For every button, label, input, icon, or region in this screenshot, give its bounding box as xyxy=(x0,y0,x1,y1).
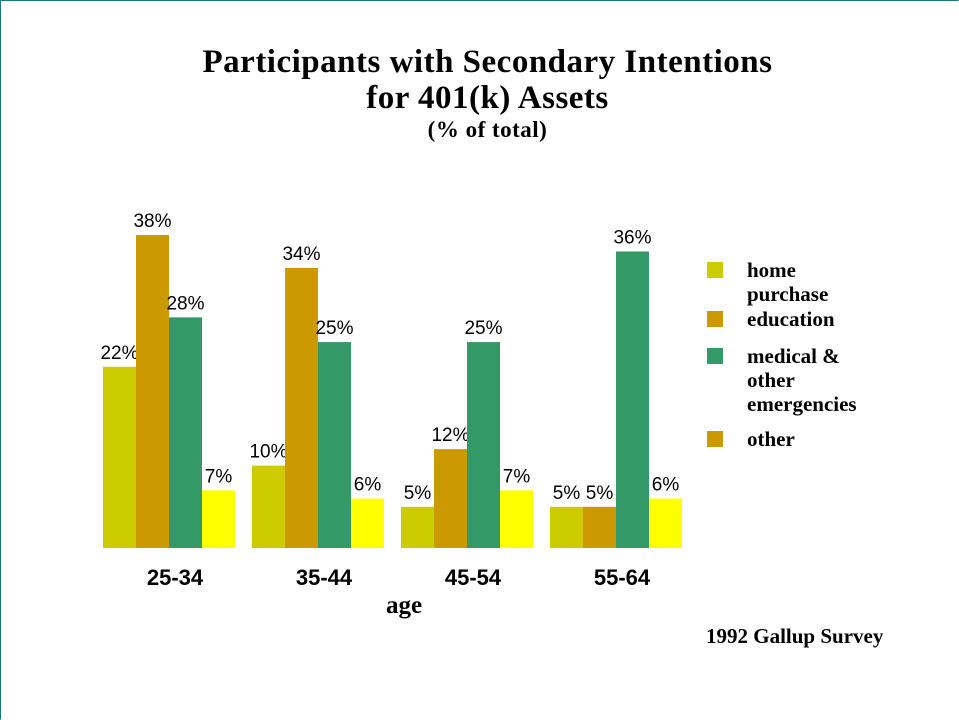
x-tick-label: 55-64 xyxy=(594,565,651,590)
bar-25-34-s2 xyxy=(169,317,202,548)
data-label: 6% xyxy=(652,475,680,496)
data-label: 7% xyxy=(205,466,233,487)
data-label: 10% xyxy=(249,442,287,463)
chart-title: Participants with Secondary Intentions xyxy=(202,44,773,80)
data-label: 38% xyxy=(133,211,171,232)
data-label: 7% xyxy=(503,466,531,487)
data-label: 25% xyxy=(464,318,502,339)
bar-55-64-s1 xyxy=(583,506,616,548)
legend-line: home xyxy=(747,258,796,282)
bar-25-34-s3 xyxy=(202,490,235,548)
legend-line: medical & xyxy=(747,344,840,368)
legend-line: emergencies xyxy=(747,392,857,416)
bar-55-64-s0 xyxy=(550,506,583,548)
data-label: 25% xyxy=(315,318,353,339)
x-tick-label: 35-44 xyxy=(296,565,353,590)
bar-35-44-s0 xyxy=(252,465,285,548)
data-label: 5% xyxy=(404,483,432,504)
data-label: 28% xyxy=(166,293,204,314)
bar-chart: 22% 38% 28% 7% 25-34 10% 34% 25% 6% 35-44 5% 12% 25%… xyxy=(100,211,682,590)
legend-line: other xyxy=(747,368,795,392)
bar-45-54-s2 xyxy=(467,342,500,548)
legend-swatch-medical xyxy=(707,348,723,364)
data-label: 5% xyxy=(586,483,614,504)
x-tick-label: 45-54 xyxy=(445,565,502,590)
bar-55-64-s3 xyxy=(649,498,682,548)
data-label: 12% xyxy=(431,425,469,446)
data-label: 22% xyxy=(100,343,138,364)
x-axis-label: age xyxy=(386,592,423,619)
data-label: 5% xyxy=(553,483,581,504)
x-tick-label: 25-34 xyxy=(147,565,204,590)
legend-label-other: other xyxy=(747,427,907,451)
data-label: 36% xyxy=(613,227,651,248)
bar-45-54-s3 xyxy=(500,490,533,548)
legend-line: education xyxy=(747,307,835,331)
bar-45-54-s1 xyxy=(434,449,467,548)
bar-35-44-s1 xyxy=(285,267,318,548)
chart-title-line2: for 401(k) Assets xyxy=(366,80,609,116)
bar-45-54-s0 xyxy=(401,506,434,548)
chart-subtitle: (% of total) xyxy=(427,117,548,142)
bar-35-44-s3 xyxy=(351,498,384,548)
source-note: 1992 Gallup Survey xyxy=(706,624,884,648)
data-label: 34% xyxy=(282,244,320,265)
bar-35-44-s2 xyxy=(318,342,351,548)
legend-label-education: education xyxy=(747,307,907,331)
bar-25-34-s1 xyxy=(136,235,169,548)
legend-label-medical: medical & other emergencies xyxy=(747,344,907,416)
legend-line: purchase xyxy=(747,282,829,306)
bar-25-34-s0 xyxy=(103,366,136,548)
bar-55-64-s2 xyxy=(616,251,649,548)
data-label: 6% xyxy=(354,475,382,496)
legend-swatch-education xyxy=(707,311,723,327)
legend-swatch-other xyxy=(707,431,723,447)
legend-label-home-purchase: home purchase xyxy=(747,258,907,306)
legend-line: other xyxy=(747,427,795,451)
legend-swatch-home-purchase xyxy=(707,262,723,278)
